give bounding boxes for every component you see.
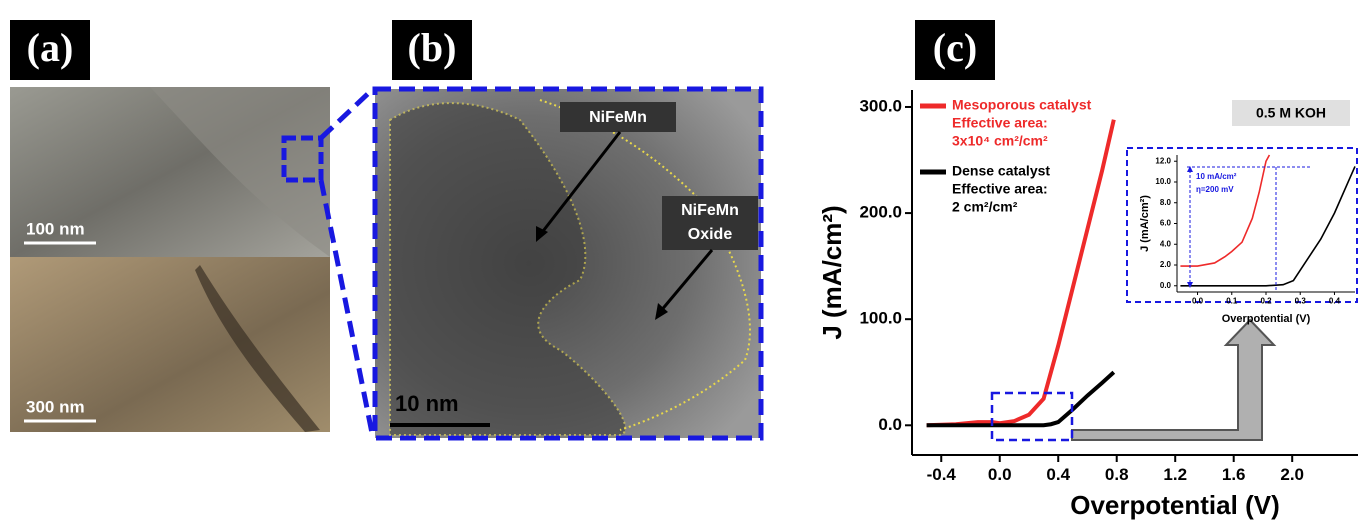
y-axis-label: J (mA/cm²) (817, 205, 847, 339)
x-tick-label: 0.2 (1260, 297, 1272, 306)
x-axis-label: Overpotential (V) (1070, 490, 1279, 520)
x-tick-label: 0.3 (1295, 297, 1307, 306)
annotation: 10 mA/cm² (1196, 172, 1237, 181)
x-tick-label: 0.0 (988, 465, 1012, 484)
y-tick-label: 12.0 (1155, 156, 1171, 165)
x-axis-label: Overpotential (V) (1222, 313, 1311, 325)
y-tick-label: 8.0 (1160, 198, 1172, 207)
panel-label: (c) (933, 25, 977, 70)
y-axis-label: J (mA/cm²) (1139, 195, 1151, 252)
x-tick-label: 0.8 (1105, 465, 1129, 484)
y-tick-label: 2.0 (1160, 260, 1172, 269)
legend-note: 2 cm²/cm² (952, 199, 1018, 215)
annotation: NiFeMn (589, 109, 647, 126)
x-tick-label: 1.2 (1163, 465, 1187, 484)
x-tick-label: 1.6 (1222, 465, 1246, 484)
x-tick-label: 0.1 (1226, 297, 1238, 306)
x-tick-label: 0.0 (1192, 297, 1204, 306)
y-tick-label: 6.0 (1160, 219, 1172, 228)
figure: (a) 100 nm 300 nm (b) NiFeMn NiFeMn Oxid… (0, 0, 1360, 520)
y-tick-label: 0.0 (878, 415, 902, 434)
annotation: Oxide (688, 226, 733, 243)
annotation: η=200 mV (1196, 185, 1234, 194)
panel-label: (a) (27, 25, 74, 70)
x-tick-label: 0.4 (1329, 297, 1341, 306)
legend-note: Effective area: (952, 181, 1048, 197)
y-tick-label: 10.0 (1155, 177, 1171, 186)
x-tick-label: -0.4 (927, 465, 957, 484)
scale-label: 10 nm (395, 391, 459, 416)
y-tick-label: 4.0 (1160, 239, 1172, 248)
x-tick-label: 0.4 (1046, 465, 1070, 484)
panel-label: (b) (408, 25, 457, 70)
y-tick-label: 200.0 (859, 203, 902, 222)
annotation: 0.5 M KOH (1256, 105, 1326, 121)
y-tick-label: 100.0 (859, 309, 902, 328)
y-tick-label: 300.0 (859, 96, 902, 115)
annotation: NiFeMn (681, 202, 739, 219)
legend-note: Effective area: (952, 115, 1048, 131)
x-tick-label: 2.0 (1280, 465, 1304, 484)
legend-label: Mesoporous catalyst (952, 97, 1092, 113)
zoom-box (992, 393, 1072, 440)
y-tick-label: 0.0 (1160, 281, 1172, 290)
scale-label: 100 nm (26, 219, 85, 238)
legend-label: Dense catalyst (952, 163, 1050, 179)
scale-label: 300 nm (26, 397, 85, 416)
legend-note: 3x10⁴ cm²/cm² (952, 133, 1048, 149)
